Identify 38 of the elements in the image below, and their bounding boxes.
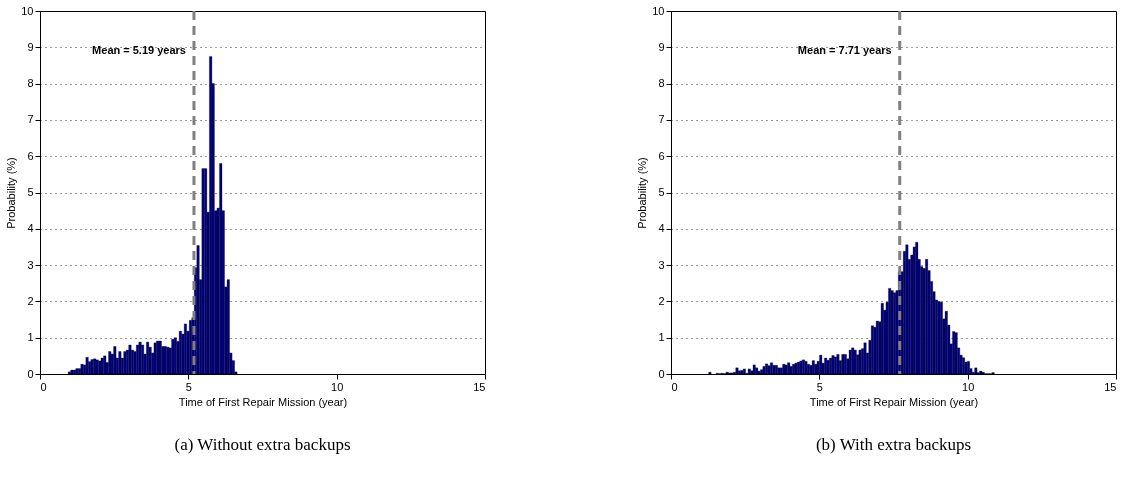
y-tick-label: 6 bbox=[27, 149, 34, 162]
x-tick-label: 5 bbox=[816, 380, 823, 393]
y-tick-label: 1 bbox=[658, 331, 665, 344]
y-tick-label: 3 bbox=[27, 258, 34, 271]
x-tick-label: 10 bbox=[331, 380, 344, 393]
y-tick-label: 2 bbox=[27, 294, 34, 307]
y-tick-label: 4 bbox=[658, 222, 665, 235]
y-tick-label: 8 bbox=[658, 77, 665, 90]
x-tick-label: 0 bbox=[671, 380, 678, 393]
y-tick-label: 10 bbox=[652, 4, 665, 17]
x-tick-label: 10 bbox=[962, 380, 975, 393]
y-axis-title: Probability (%) bbox=[5, 157, 18, 229]
y-tick-label: 8 bbox=[27, 77, 34, 90]
x-tick-label: 5 bbox=[185, 380, 192, 393]
y-tick-label: 5 bbox=[658, 186, 665, 198]
y-tick-label: 10 bbox=[21, 4, 34, 17]
ref-line-label: Mean = 7.71 years bbox=[797, 43, 892, 56]
x-axis-title: Time of First Repair Mission (year) bbox=[809, 395, 979, 408]
text: (a) Without extra backups bbox=[174, 435, 351, 454]
x-axis-title: Time of First Repair Mission (year) bbox=[178, 395, 348, 408]
x-tick-label: 15 bbox=[1104, 380, 1117, 393]
y-tick-label: 1 bbox=[27, 331, 34, 344]
y-tick-label: 0 bbox=[27, 367, 34, 380]
y-tick-label: 7 bbox=[658, 113, 665, 126]
y-tick-label: 9 bbox=[27, 40, 34, 53]
y-tick-label: 3 bbox=[658, 258, 665, 271]
x-tick-label: 0 bbox=[40, 380, 47, 393]
ref-line-label: Mean = 5.19 years bbox=[92, 43, 186, 56]
y-tick-label: 2 bbox=[658, 294, 665, 307]
x-tick-label: 15 bbox=[473, 380, 486, 393]
y-tick-label: 5 bbox=[27, 186, 34, 198]
y-tick-label: 6 bbox=[658, 149, 665, 162]
y-tick-label: 0 bbox=[658, 367, 665, 380]
y-tick-label: 9 bbox=[658, 40, 665, 53]
y-tick-label: 4 bbox=[27, 222, 34, 235]
y-axis-title: Probability (%) bbox=[636, 157, 649, 229]
text: (b) With extra backups bbox=[815, 435, 972, 454]
y-tick-label: 7 bbox=[27, 113, 34, 126]
